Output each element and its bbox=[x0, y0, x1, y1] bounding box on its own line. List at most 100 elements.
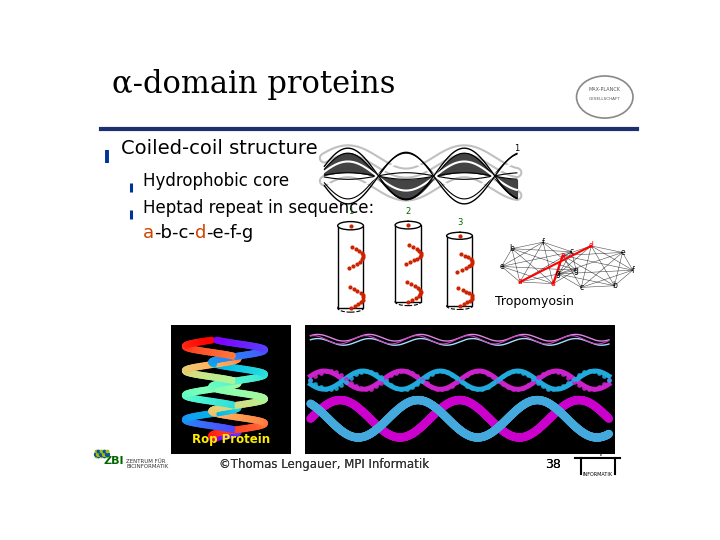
Text: a: a bbox=[143, 224, 154, 241]
Text: ZBI: ZBI bbox=[104, 456, 125, 466]
Text: d: d bbox=[195, 224, 207, 241]
Point bbox=[588, 367, 600, 376]
Point bbox=[463, 262, 474, 271]
Point bbox=[325, 385, 336, 394]
Point bbox=[558, 382, 570, 390]
Point bbox=[451, 374, 463, 382]
Point bbox=[416, 375, 428, 384]
Point bbox=[465, 260, 477, 269]
Point bbox=[320, 384, 331, 393]
Point bbox=[400, 260, 412, 269]
Point bbox=[542, 384, 554, 393]
Text: g: g bbox=[574, 266, 579, 275]
Point bbox=[310, 380, 321, 388]
Bar bbox=[305, 325, 615, 454]
Point bbox=[507, 367, 518, 375]
Point bbox=[335, 371, 346, 380]
Bar bbox=[302, 219, 500, 312]
Text: c: c bbox=[579, 283, 583, 292]
Point bbox=[537, 382, 549, 390]
Point bbox=[415, 250, 426, 259]
Point bbox=[401, 384, 413, 393]
Point bbox=[406, 369, 418, 377]
Point bbox=[405, 258, 416, 267]
Point bbox=[462, 253, 474, 262]
Point bbox=[355, 368, 366, 376]
Point bbox=[462, 381, 473, 390]
Point bbox=[457, 286, 469, 294]
Ellipse shape bbox=[446, 232, 472, 239]
Text: d: d bbox=[551, 279, 556, 288]
Point bbox=[593, 383, 605, 391]
Point bbox=[381, 375, 392, 383]
Point bbox=[487, 379, 498, 388]
Point bbox=[421, 379, 433, 388]
Point bbox=[547, 385, 559, 394]
Point bbox=[467, 368, 478, 376]
Point bbox=[441, 368, 453, 376]
Point bbox=[441, 384, 453, 393]
Point bbox=[305, 376, 316, 384]
Point bbox=[487, 373, 498, 381]
Point bbox=[583, 367, 595, 375]
Point bbox=[356, 255, 368, 264]
Text: e: e bbox=[620, 248, 625, 257]
Point bbox=[563, 373, 575, 382]
Point bbox=[502, 383, 513, 391]
Point bbox=[558, 370, 570, 379]
Point bbox=[357, 291, 369, 300]
Point bbox=[412, 254, 423, 263]
Point bbox=[603, 376, 615, 384]
Point bbox=[360, 367, 372, 375]
Point bbox=[542, 367, 554, 376]
Point bbox=[456, 377, 468, 386]
Point bbox=[343, 264, 354, 272]
Point bbox=[466, 294, 477, 303]
Point bbox=[370, 382, 382, 390]
Point bbox=[415, 289, 426, 298]
Point bbox=[467, 384, 478, 393]
Text: INFORMATIK: INFORMATIK bbox=[582, 472, 613, 477]
Text: Heptad repeat in sequence:: Heptad repeat in sequence: bbox=[143, 199, 374, 217]
Point bbox=[357, 251, 369, 260]
Point bbox=[416, 376, 428, 385]
Point bbox=[532, 379, 544, 387]
Point bbox=[355, 384, 366, 393]
Point bbox=[365, 367, 377, 376]
Point bbox=[347, 261, 359, 270]
Point bbox=[381, 377, 392, 386]
Point bbox=[335, 381, 346, 389]
Point bbox=[522, 371, 534, 380]
Point bbox=[454, 302, 465, 310]
Point bbox=[356, 298, 367, 306]
Bar bbox=[338, 226, 364, 308]
Point bbox=[358, 293, 369, 302]
Point bbox=[358, 253, 369, 262]
Bar bbox=[171, 325, 291, 454]
Point bbox=[436, 367, 448, 375]
Point bbox=[464, 296, 476, 305]
Point bbox=[365, 384, 377, 393]
Text: GESELLSCHAFT: GESELLSCHAFT bbox=[589, 97, 621, 102]
Point bbox=[436, 385, 448, 394]
Text: f: f bbox=[541, 238, 544, 247]
Point bbox=[406, 383, 418, 391]
Point bbox=[492, 375, 503, 384]
Text: e: e bbox=[499, 262, 504, 271]
Point bbox=[454, 232, 465, 240]
Point bbox=[310, 372, 321, 381]
Point bbox=[431, 384, 443, 393]
Point bbox=[325, 367, 336, 375]
Point bbox=[461, 287, 472, 296]
Point bbox=[563, 378, 575, 387]
Point bbox=[305, 376, 316, 384]
Point bbox=[411, 372, 423, 380]
Text: -b-c-: -b-c- bbox=[154, 224, 195, 241]
Point bbox=[346, 242, 357, 251]
Text: Coiled-coil structure: Coiled-coil structure bbox=[121, 139, 318, 158]
Point bbox=[414, 286, 426, 294]
Point bbox=[340, 374, 351, 383]
Point bbox=[406, 295, 418, 304]
Text: 38: 38 bbox=[545, 458, 561, 471]
Point bbox=[413, 246, 425, 255]
